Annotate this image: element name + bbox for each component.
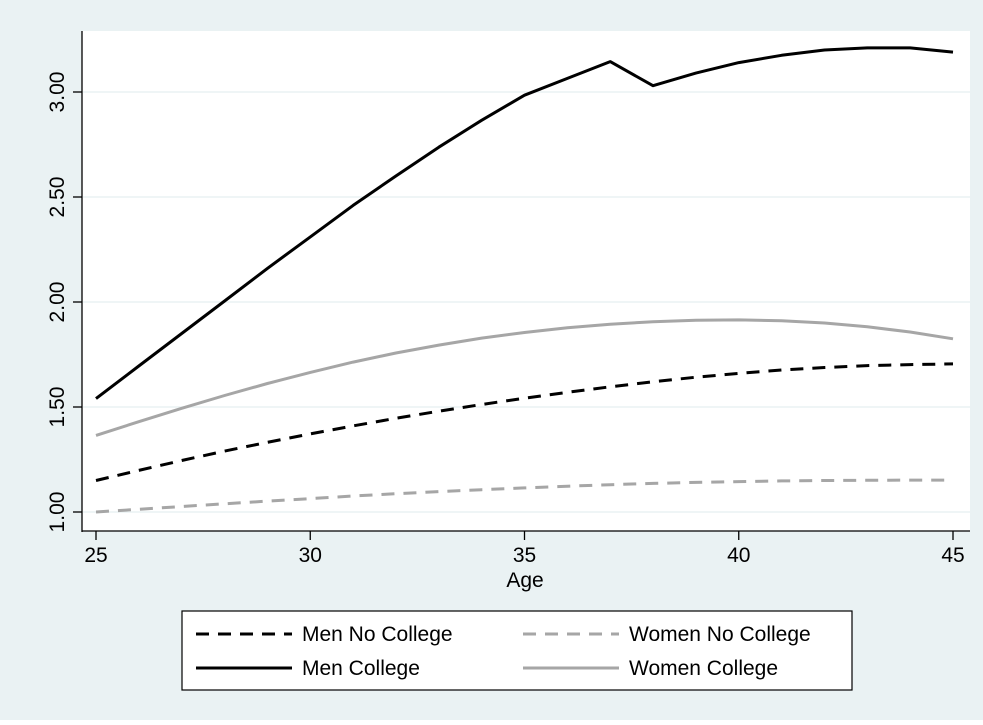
plot-area — [82, 31, 970, 531]
series-line-men-college — [95, 46, 954, 400]
y-tick-label-2: 2.00 — [46, 282, 69, 323]
series-line-women-no-college — [95, 478, 953, 514]
x-tick-label-0: 25 — [84, 544, 107, 567]
y-tick-label-0: 1.00 — [46, 492, 69, 533]
x-tick-label-3: 40 — [727, 544, 750, 567]
legend-label-women-no-college: Women No College — [629, 623, 811, 646]
legend-label-women-college: Women College — [629, 657, 778, 680]
x-tick-label-2: 35 — [513, 544, 536, 567]
legend: Men No College Women No College Men Colleg… — [181, 610, 853, 691]
legend-items: Men No College Women No College Men Colleg… — [196, 623, 811, 680]
y-tick-label-3: 2.50 — [46, 177, 69, 218]
legend-label-men-college: Men College — [302, 657, 420, 680]
series-lines — [95, 46, 954, 514]
series-line-women-college — [95, 318, 954, 437]
legend-box — [181, 610, 853, 691]
legend-label-men-no-college: Men No College — [302, 623, 453, 646]
axes: 25 30 35 40 45 1.00 1.50 2.00 2.50 3.00 — [46, 31, 970, 567]
y-tick-label-1: 1.50 — [46, 387, 69, 428]
x-tick-label-4: 45 — [941, 544, 964, 567]
x-tick-label-1: 30 — [299, 544, 322, 567]
gridlines — [83, 91, 970, 513]
x-axis-title: Age — [506, 569, 543, 592]
y-tick-label-4: 3.00 — [46, 72, 69, 113]
